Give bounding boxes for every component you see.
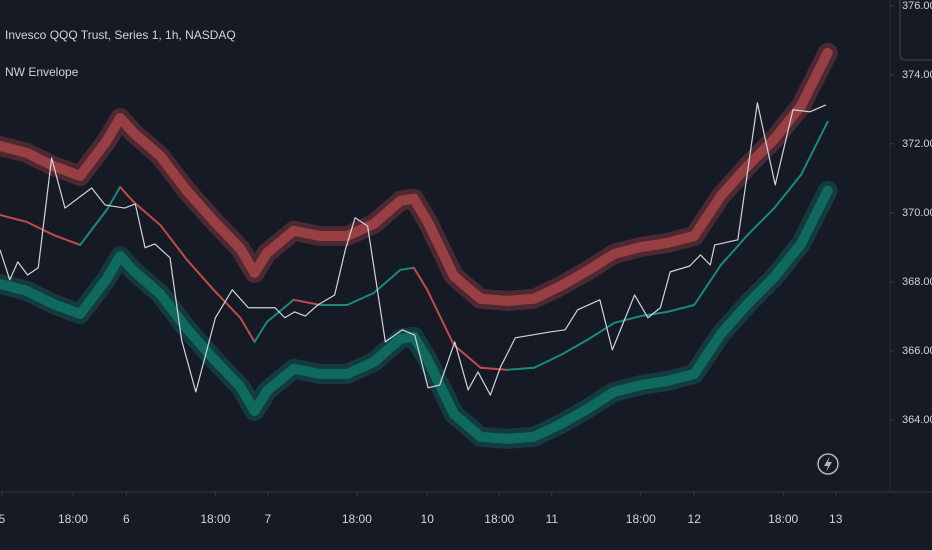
x-tick-label: 6 [123, 512, 130, 526]
upper-band-inner [0, 47, 833, 306]
x-tick-label: 12 [688, 512, 702, 526]
middle-line-segment [719, 233, 749, 266]
x-tick-label: 5 [0, 512, 5, 526]
middle-line-segment [412, 266, 429, 291]
middle-line-segment [639, 310, 669, 318]
middle-line-segment [292, 298, 322, 306]
price-line [0, 102, 827, 396]
y-tick-label: 366.00 [902, 345, 932, 357]
middle-line-segment [399, 266, 415, 271]
x-tick-label: 18:00 [484, 512, 514, 526]
chart-title: Invesco QQQ Trust, Series 1, 1h, NASDAQ [5, 28, 236, 42]
middle-line-segment [586, 321, 616, 341]
middle-line-segment [372, 268, 402, 294]
y-tick-label: 370.00 [902, 207, 932, 219]
middle-line-segment [479, 366, 509, 371]
x-tick-label: 10 [421, 512, 435, 526]
middle-line-segment [346, 291, 375, 306]
middle-line-segment [693, 263, 722, 306]
x-tick-label: 7 [265, 512, 272, 526]
middle-line-segment [52, 233, 82, 246]
x-tick-label: 13 [829, 512, 843, 526]
middle-line-segment [212, 288, 242, 319]
lower-band-inner [0, 185, 833, 444]
middle-line-segment [800, 120, 829, 176]
middle-line-segment [119, 186, 135, 203]
middle-line-segment [559, 338, 589, 357]
middle-line-segment [253, 320, 268, 343]
alert-bolt[interactable] [824, 456, 832, 472]
alert-circle[interactable] [817, 453, 839, 475]
middle-line-segment [185, 258, 215, 291]
middle-line-segment [79, 208, 108, 246]
y-tick-label: 368.00 [902, 276, 932, 288]
middle-line-segment [506, 366, 535, 371]
x-tick-label: 18:00 [342, 512, 372, 526]
price-scale-box[interactable] [899, 0, 932, 61]
y-tick-label: 364.00 [902, 414, 932, 426]
y-tick-label: 374.00 [902, 69, 932, 81]
x-tick-label: 11 [546, 512, 559, 526]
alert-icon[interactable] [817, 453, 839, 475]
x-tick-label: 18:00 [768, 512, 798, 526]
middle-line-segment [266, 298, 295, 323]
middle-line-segment [452, 344, 482, 369]
middle-line-segment [613, 315, 642, 324]
middle-line-segment [426, 288, 455, 347]
middle-line-segment [239, 316, 256, 343]
x-tick-label: 18:00 [58, 512, 88, 526]
middle-line-segment [533, 354, 562, 369]
x-tick-label: 18:00 [626, 512, 656, 526]
indicator-label: NW Envelope [5, 65, 79, 79]
y-tick-label: 376.00 [902, 0, 932, 12]
middle-line-segment [746, 207, 776, 236]
middle-line-segment [666, 303, 696, 313]
middle-line-segment [159, 223, 188, 261]
middle-line-segment [773, 173, 802, 210]
y-tick-label: 372.00 [902, 138, 932, 150]
middle-line-segment [0, 213, 28, 223]
plot-area [0, 42, 838, 449]
middle-line-segment [25, 220, 55, 236]
x-tick-label: 18:00 [200, 512, 230, 526]
middle-line-segment [132, 200, 162, 226]
